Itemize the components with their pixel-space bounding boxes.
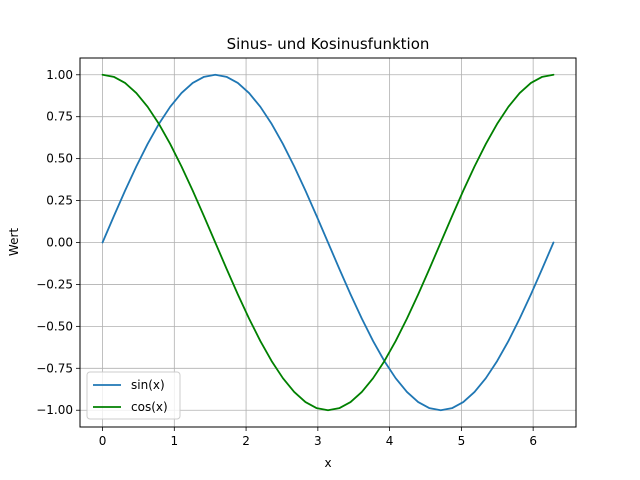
y-axis-label: Wert — [7, 228, 21, 256]
y-tick-label: 1.00 — [46, 68, 73, 82]
plot-lines — [101, 73, 555, 412]
x-tick-label: 3 — [314, 434, 322, 448]
series-line-sin — [101, 73, 555, 412]
chart-title: Sinus- und Kosinusfunktion — [227, 35, 430, 53]
x-tick-label: 4 — [386, 434, 394, 448]
y-tick-label: −1.00 — [36, 403, 73, 417]
x-tick-label: 1 — [170, 434, 178, 448]
y-tick-label: −0.75 — [36, 361, 73, 375]
x-axis-label: x — [324, 456, 331, 470]
y-tick-label: 0.75 — [46, 110, 73, 124]
x-tick-label: 0 — [99, 434, 107, 448]
y-tick-label: 0.25 — [46, 194, 73, 208]
y-tick-label: 0.00 — [46, 236, 73, 250]
x-tick-label: 5 — [458, 434, 466, 448]
y-tick-label: −0.50 — [36, 319, 73, 333]
x-tick-label: 2 — [242, 434, 250, 448]
series-line-cos — [101, 73, 555, 412]
legend-label-cos: cos(x) — [131, 400, 168, 414]
x-tick-label: 6 — [529, 434, 537, 448]
y-tick-label: −0.25 — [36, 277, 73, 291]
legend: sin(x) cos(x) — [86, 371, 181, 420]
legend-label-sin: sin(x) — [131, 378, 165, 392]
y-axis: −1.00 −0.75 −0.50 −0.25 0.00 0.25 0.50 0.75 1.00 — [36, 68, 80, 417]
y-tick-label: 0.50 — [46, 152, 73, 166]
x-axis: 0 1 2 3 4 5 6 — [99, 427, 537, 448]
